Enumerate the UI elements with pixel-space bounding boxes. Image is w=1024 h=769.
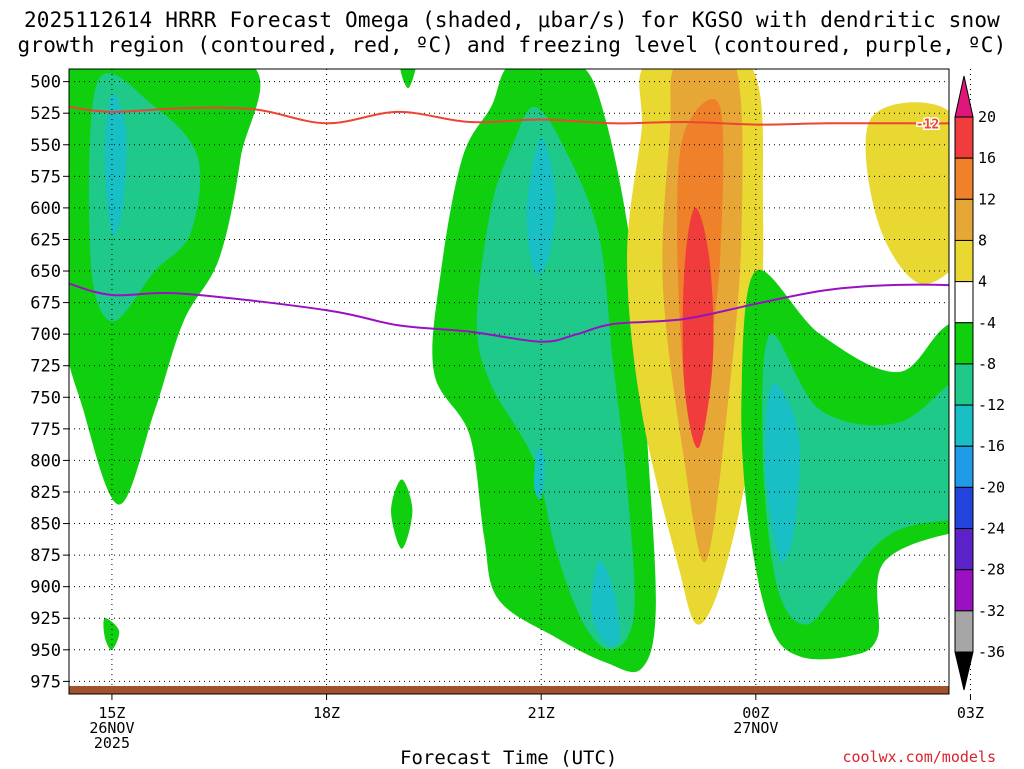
omega-colorbar: 20 16 12 8 4 -4 -8 -12 -16 -20 -24 -28 -32 -36 xyxy=(954,75,1005,691)
omega-cyan-15z xyxy=(104,93,127,236)
colorbar-label: -4 xyxy=(978,314,996,332)
y-tick-label: 775 xyxy=(30,420,61,440)
colorbar-label: -16 xyxy=(978,437,1005,455)
omega-teal-21z xyxy=(476,106,635,651)
y-tick-label: 700 xyxy=(30,325,61,345)
chart-title-line-1: 2025112614 HRRR Forecast Omega (shaded, … xyxy=(23,8,1001,32)
colorbar-label: -12 xyxy=(978,396,1005,414)
colorbar-bin xyxy=(954,569,974,612)
colorbar-label: -28 xyxy=(978,561,1005,579)
x-tick-label: 18Z xyxy=(313,704,340,722)
x-tick-label: 21Z xyxy=(528,704,555,722)
x-tick-label: 27NOV xyxy=(733,719,778,737)
omega-green-19z-low xyxy=(391,479,413,549)
colorbar-bin xyxy=(954,281,974,324)
dgz-contour-label: -12 xyxy=(916,117,939,132)
credit-text: coolwx.com/models xyxy=(842,748,996,766)
colorbar-bin xyxy=(954,445,974,488)
colorbar-label: 20 xyxy=(978,108,996,126)
colorbar-label: -20 xyxy=(978,478,1005,496)
colorbar-bin xyxy=(954,322,974,365)
x-tick-label: 15Z xyxy=(98,704,125,722)
x-tick-label: 03Z xyxy=(957,704,984,722)
y-tick-label: 950 xyxy=(30,641,61,661)
y-tick-label: 925 xyxy=(30,609,61,629)
ground-strip xyxy=(69,686,949,694)
colorbar-bin xyxy=(954,404,974,447)
omega-yellow-01z xyxy=(865,102,949,285)
plot-frame xyxy=(68,68,950,695)
y-tick-label: 875 xyxy=(30,546,61,566)
y-tick-label: 625 xyxy=(30,230,61,250)
y-tick-label: 850 xyxy=(30,515,61,535)
dgz-minus12-contour xyxy=(69,105,949,126)
y-tick-label: 975 xyxy=(30,672,61,692)
y-tick-label: 550 xyxy=(30,136,61,156)
omega-teal-00z xyxy=(762,333,949,625)
contour-layer: -12 xyxy=(69,105,949,343)
colorbar-label: 16 xyxy=(978,149,996,167)
x-tick-label: 26NOV xyxy=(89,719,134,737)
chart-title-line-2: growth region (contoured, red, ºC) and f… xyxy=(17,33,1007,57)
time-axis: 15Z26NOV202518Z21Z00Z27NOV03Z06Z xyxy=(89,694,984,752)
y-tick-label: 525 xyxy=(30,104,61,124)
omega-cyan-21z-lower xyxy=(591,560,621,646)
omega-green-19z-top xyxy=(400,69,416,89)
colorbar-bin xyxy=(954,157,974,200)
omega-red-23z xyxy=(682,207,714,449)
x-tick-label: 2025 xyxy=(94,734,130,752)
y-tick-label: 750 xyxy=(30,388,61,408)
omega-cyan-00z xyxy=(765,383,800,563)
colorbar-label: 4 xyxy=(978,273,987,291)
y-tick-label: 725 xyxy=(30,357,61,377)
colorbar-bottom-arrow xyxy=(954,651,974,691)
omega-cyan-21z-mid xyxy=(533,446,545,500)
y-tick-label: 600 xyxy=(30,199,61,219)
colorbar-label: 8 xyxy=(978,231,987,249)
colorbar-bin xyxy=(954,610,974,653)
colorbar-label: -24 xyxy=(978,520,1005,538)
colorbar-label: -32 xyxy=(978,602,1005,620)
colorbar-bin xyxy=(954,116,974,159)
y-tick-label: 900 xyxy=(30,578,61,598)
y-tick-label: 650 xyxy=(30,262,61,282)
colorbar-bin xyxy=(954,363,974,406)
y-tick-label: 675 xyxy=(30,294,61,314)
omega-shading-layer xyxy=(69,69,949,673)
y-tick-label: 500 xyxy=(30,73,61,93)
colorbar-label: -8 xyxy=(978,355,996,373)
colorbar-label: 12 xyxy=(978,190,996,208)
omega-green-15z-low xyxy=(103,618,120,650)
omega-cyan-21z-upper xyxy=(526,138,556,275)
freezing-level-contour xyxy=(69,282,949,343)
colorbar-label: -36 xyxy=(978,643,1005,661)
y-tick-label: 575 xyxy=(30,167,61,187)
x-tick-label: 00Z xyxy=(742,704,769,722)
colorbar-bin xyxy=(954,486,974,530)
pressure-axis: 500 525 550 575 600 625 650 675 700 725 750 775 800 8… xyxy=(30,73,69,692)
colorbar-bin xyxy=(954,239,974,283)
y-tick-label: 825 xyxy=(30,483,61,503)
colorbar-bin xyxy=(954,528,974,571)
colorbar-top-arrow xyxy=(954,75,974,118)
colorbar-bin xyxy=(954,198,974,241)
x-axis-label: Forecast Time (UTC) xyxy=(400,747,618,769)
y-tick-label: 800 xyxy=(30,451,61,471)
